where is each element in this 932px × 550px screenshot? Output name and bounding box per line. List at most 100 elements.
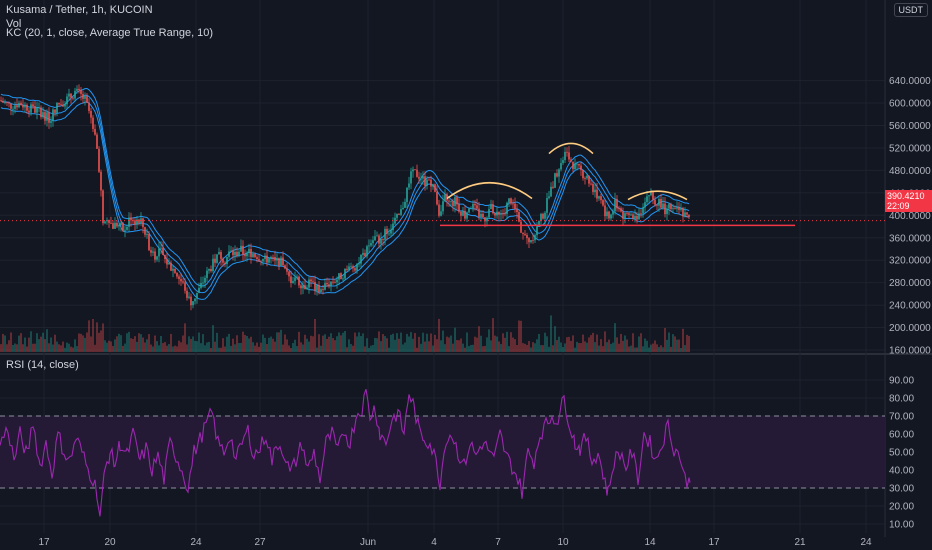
volume-bar — [302, 344, 304, 352]
candle-body — [300, 285, 302, 289]
candle-body — [666, 208, 668, 215]
candle-body — [498, 211, 500, 215]
volume-bar — [116, 336, 118, 352]
candle-body — [104, 221, 106, 224]
candle-body — [88, 102, 90, 111]
last-price: 390.4210 — [887, 191, 925, 201]
volume-bar — [280, 329, 282, 352]
time-tick-label: 10 — [557, 537, 569, 548]
candle-body — [46, 112, 48, 121]
candle-body — [398, 213, 400, 215]
candle-body — [172, 268, 174, 271]
volume-bar — [382, 334, 384, 352]
candle-body — [156, 256, 158, 260]
volume-bar — [136, 341, 138, 352]
volume-bar — [64, 347, 66, 352]
candle-body — [130, 217, 132, 221]
candle-body — [602, 200, 604, 206]
volume-bar — [292, 343, 294, 352]
candle-body — [122, 222, 124, 231]
volume-bar — [178, 340, 180, 352]
candle-body — [616, 199, 618, 209]
candle-body — [350, 266, 352, 268]
volume-bar — [492, 318, 494, 352]
candle-body — [670, 204, 672, 210]
volume-bar — [104, 340, 106, 352]
volume-bar — [290, 347, 292, 352]
volume-bar — [278, 332, 280, 352]
rsi-series-line — [0, 389, 691, 517]
volume-bar — [96, 322, 98, 352]
volume-bar — [456, 339, 458, 352]
volume-bar — [444, 344, 446, 352]
volume-bar — [380, 341, 382, 352]
candle-body — [328, 284, 330, 287]
candle-body — [620, 208, 622, 212]
volume-bar — [548, 346, 550, 352]
volume-bar — [110, 341, 112, 352]
candle-body — [458, 204, 460, 212]
volume-bar — [0, 344, 2, 352]
volume-bar — [666, 339, 668, 352]
candle-body — [342, 278, 344, 280]
candle-body — [494, 213, 496, 216]
candle-body — [630, 214, 632, 216]
volume-bar — [340, 335, 342, 352]
volume-bar — [514, 339, 516, 352]
volume-bar — [68, 343, 70, 352]
currency-badge[interactable]: USDT — [893, 3, 928, 17]
rsi-axis[interactable]: 90.00 80.00 70.00 60.00 50.00 40.00 30.00 20.00… — [889, 376, 914, 531]
candle-body — [150, 250, 152, 253]
volume-bar — [268, 337, 270, 352]
time-axis[interactable]: 17 20 24 27 Jun 4 7 10 14 17 21 24 — [38, 537, 872, 548]
volume-bar — [168, 344, 170, 352]
candle-body — [668, 204, 670, 209]
pattern-arc — [548, 142, 594, 155]
volume-bar — [30, 331, 32, 352]
volume-bar — [390, 334, 392, 352]
price-axis[interactable]: 640.0000 600.0000 560.0000 520.0000 480.0000… — [889, 76, 931, 356]
volume-bar — [438, 318, 440, 352]
rsi-legend[interactable]: RSI (14, close) — [6, 359, 79, 371]
volume-bar — [652, 343, 654, 352]
candle-body — [456, 197, 458, 205]
keltner-legend[interactable]: KC (20, 1, close, Average True Range, 10… — [6, 27, 214, 39]
candle-body — [684, 212, 686, 217]
candle-body — [402, 207, 404, 210]
volume-bar — [24, 337, 26, 352]
candle-body — [154, 251, 156, 260]
candle-body — [356, 264, 358, 271]
volume-bar — [346, 347, 348, 352]
candle-body — [210, 268, 212, 272]
price-tick-label: 480.0000 — [889, 166, 931, 177]
volume-bar — [404, 342, 406, 352]
candlesticks — [0, 84, 690, 311]
candle-body — [634, 215, 636, 219]
volume-bar — [56, 341, 58, 352]
volume-bar — [284, 334, 286, 352]
candle-body — [444, 194, 446, 202]
candle-body — [674, 208, 676, 210]
volume-bar — [322, 335, 324, 352]
chart-title[interactable]: Kusama / Tether, 1h, KUCOIN — [6, 4, 153, 16]
candle-body — [490, 204, 492, 210]
rsi-band-fill — [0, 416, 885, 488]
volume-bar — [674, 336, 676, 352]
price-tick-label: 520.0000 — [889, 143, 931, 154]
candle-body — [364, 252, 366, 257]
candle-body — [152, 251, 154, 253]
candle-body — [160, 247, 162, 249]
candle-body — [408, 183, 410, 188]
candle-body — [560, 163, 562, 170]
candle-body — [332, 281, 334, 283]
time-tick-label: 17 — [708, 537, 720, 548]
candle-body — [574, 163, 576, 170]
candle-body — [436, 191, 438, 205]
candle-body — [384, 228, 386, 240]
volume-legend[interactable]: Vol — [6, 18, 22, 30]
volume-bar — [398, 338, 400, 352]
volume-bar — [500, 344, 502, 352]
candle-body — [316, 285, 318, 291]
candle-body — [52, 109, 54, 122]
